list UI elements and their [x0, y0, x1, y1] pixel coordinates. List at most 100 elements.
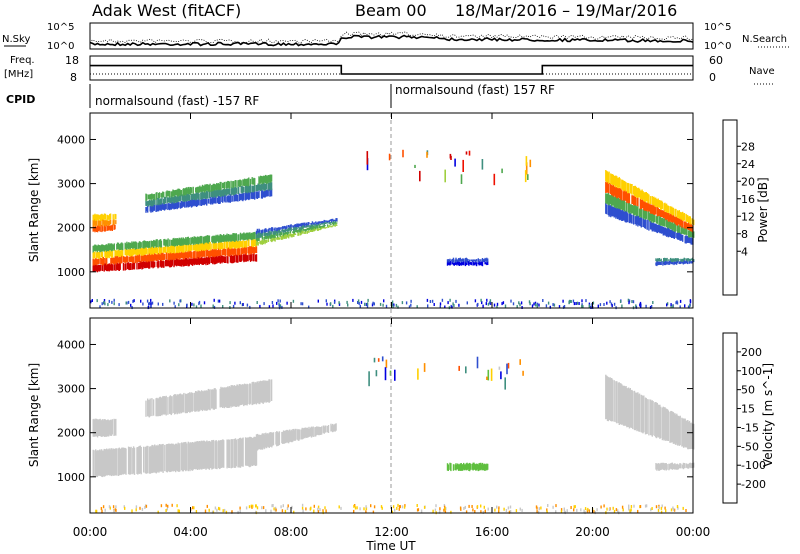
power-cell — [200, 192, 203, 200]
power-cell — [660, 210, 663, 217]
power-cell — [220, 242, 222, 250]
power-cell — [278, 227, 281, 231]
power-cell — [183, 188, 185, 196]
power-cell — [480, 262, 482, 265]
power-cell — [182, 188, 184, 196]
velocity-cell — [146, 445, 148, 474]
time-axis-label: Time UT — [365, 539, 416, 553]
velocity-cell — [233, 385, 235, 406]
velocity-cell — [145, 400, 147, 417]
velocity-scatter-cell — [677, 506, 679, 510]
power-cell — [246, 192, 248, 200]
power-cell — [152, 254, 154, 262]
power-cell — [138, 255, 140, 263]
velocity-cell — [246, 437, 248, 466]
velocity-cell — [190, 393, 192, 413]
power-cell — [228, 235, 231, 241]
power-cell — [176, 238, 179, 247]
power-cell — [264, 228, 266, 233]
power-cell — [650, 222, 653, 230]
power-scatter-cell — [405, 301, 408, 305]
power-cell — [451, 259, 453, 261]
power-cell — [238, 193, 241, 202]
velocity-cell — [611, 379, 614, 422]
velocity-cell — [681, 464, 684, 469]
power-cell — [333, 219, 336, 221]
power-cell — [214, 196, 216, 204]
power-cell — [673, 222, 675, 232]
power-cell — [285, 228, 287, 232]
velocity-ytick-label: 1000 — [57, 471, 85, 484]
noise-tick-bottom-right: 10^0 — [704, 41, 731, 52]
power-cell — [253, 238, 255, 246]
velocity-cell — [189, 392, 191, 413]
velocity-cell — [478, 463, 480, 471]
power-cell — [101, 244, 104, 252]
power-cell — [301, 222, 303, 227]
power-streak-cell — [481, 159, 484, 170]
power-cell — [141, 255, 143, 262]
power-cell — [447, 261, 449, 265]
velocity-scatter-cell — [401, 505, 404, 509]
power-cell — [282, 228, 284, 232]
velocity-cell — [99, 449, 101, 476]
velocity-cell — [220, 386, 222, 408]
velocity-cell — [156, 445, 158, 473]
power-cell — [219, 256, 221, 264]
power-cell — [203, 236, 205, 245]
velocity-cell — [648, 399, 650, 436]
power-cell — [102, 219, 105, 225]
velocity-cell — [294, 428, 297, 441]
velocity-cell — [480, 462, 482, 471]
power-cell — [248, 247, 250, 255]
power-cell — [203, 198, 205, 206]
velocity-scatter-cell — [463, 507, 465, 510]
power-cell — [336, 218, 338, 222]
power-cell — [267, 238, 270, 242]
power-cell — [680, 232, 682, 241]
power-cell — [262, 175, 264, 184]
power-cell — [251, 233, 253, 241]
power-cell — [460, 259, 462, 263]
velocity-cell — [100, 450, 102, 476]
velocity-cell — [196, 441, 198, 469]
freq-panel-frame — [89, 55, 694, 81]
power-scatter-cell — [679, 305, 681, 309]
velocity-cell — [269, 432, 271, 447]
power-cell — [174, 252, 176, 261]
power-cell — [241, 247, 243, 255]
power-scatter-cell — [482, 304, 484, 308]
power-cell — [155, 254, 157, 262]
power-cell — [192, 244, 195, 251]
velocity-cell — [669, 463, 672, 469]
velocity-cell — [645, 398, 647, 435]
velocity-colorbar-label: -100 — [741, 459, 766, 472]
power-cell — [230, 188, 232, 196]
power-cell — [143, 240, 146, 249]
power-cell — [239, 232, 242, 241]
velocity-cell — [132, 448, 134, 475]
power-cell — [296, 223, 298, 228]
power-cell — [148, 241, 150, 249]
power-cell — [130, 256, 132, 262]
power-cell — [96, 245, 99, 253]
power-cell — [227, 188, 230, 195]
velocity-scatter-cell — [340, 506, 342, 510]
power-cell — [269, 230, 271, 236]
power-scatter-cell — [687, 305, 690, 309]
power-scatter-cell — [552, 303, 554, 307]
power-cell — [310, 223, 312, 225]
velocity-cell — [621, 384, 623, 425]
velocity-scatter-cell — [563, 507, 565, 511]
velocity-cell — [133, 447, 136, 475]
velocity-scatter-cell — [167, 504, 169, 508]
power-scatter-cell — [410, 303, 412, 307]
power-scatter-cell — [639, 303, 641, 307]
power-cell — [665, 212, 668, 220]
velocity-cell — [458, 464, 461, 471]
velocity-echo-band — [255, 423, 337, 452]
power-cell — [229, 255, 232, 263]
velocity-cell — [157, 398, 160, 417]
power-cell — [115, 250, 117, 257]
power-cell — [105, 244, 107, 251]
